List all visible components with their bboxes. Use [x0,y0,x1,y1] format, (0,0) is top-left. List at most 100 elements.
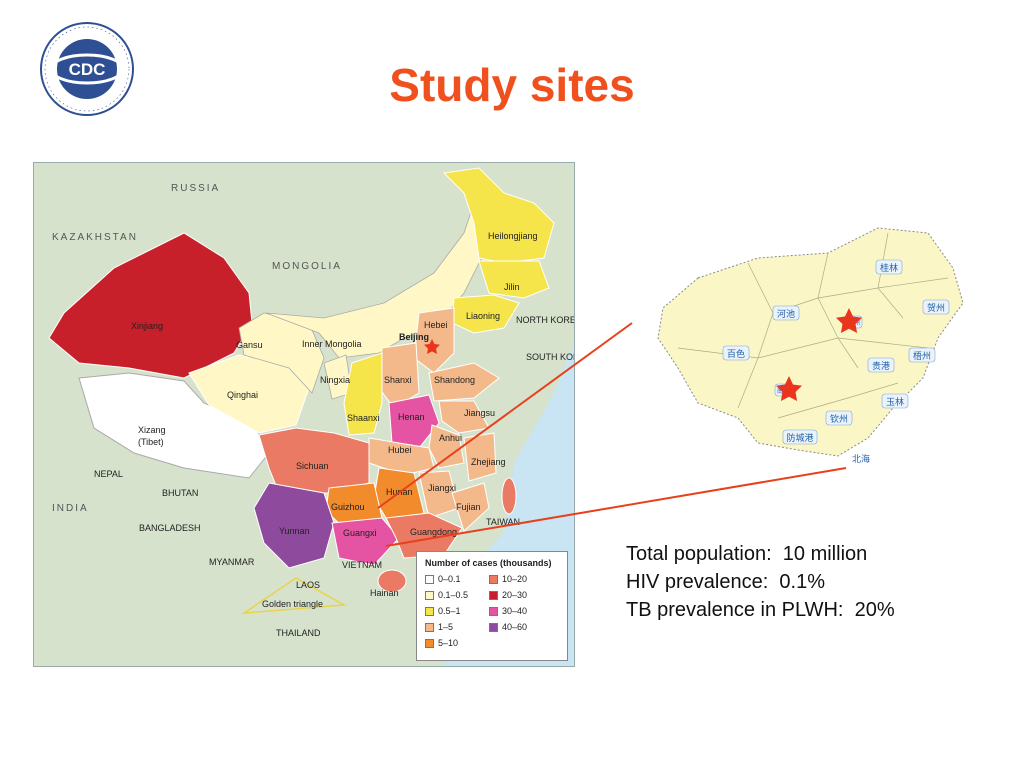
label-shaanxi: Shaanxi [347,413,380,423]
label-ningxia: Ningxia [320,375,350,385]
city-guigang: 贵港 [872,360,890,371]
label-liaoning: Liaoning [466,311,500,321]
region-hainan [377,569,407,593]
label-mongolia: MONGOLIA [272,261,342,272]
label-guizhou: Guizhou [331,502,365,512]
label-thailand: THAILAND [276,628,321,638]
legend-swatch [425,622,434,632]
label-beijing: Beijing [399,332,429,342]
guangxi-city-labels: 桂林 河池 贺州 柳州 百色 梧州 贵港 南宁 玉林 钦州 防城港 北海 [722,259,950,464]
region-heilongjiang [442,167,555,264]
legend-swatch [425,638,434,648]
label-hubei: Hubei [388,445,412,455]
star-nanning-icon [776,376,802,401]
region-sichuan [258,427,370,494]
legend-item: 0.5–1 [425,606,461,616]
legend-swatch [425,590,434,600]
legend-label: 0.1–0.5 [438,590,469,600]
legend-swatch [425,606,434,616]
label-heilongjiang: Heilongjiang [488,231,538,241]
label-guangdong: Guangdong [410,527,457,537]
legend-item: 5–10 [425,638,458,648]
china-hiv-map: RUSSIA KAZAKHSTAN MONGOLIA NORTH KOREA S… [33,162,575,667]
legend-label: 30–40 [502,606,528,616]
label-myanmar: MYANMAR [209,557,255,567]
city-beihai: 北海 [852,453,870,464]
label-laos: LAOS [296,580,320,590]
label-guangxi: Guangxi [343,528,377,538]
guangxi-map: 桂林 河池 贺州 柳州 百色 梧州 贵港 南宁 玉林 钦州 防城港 北海 [657,227,964,464]
city-hezhou: 贺州 [927,302,945,313]
study-site-stats: Total population: 10 million HIV prevale… [626,540,895,624]
label-anhui: Anhui [439,433,462,443]
label-qinghai: Qinghai [227,390,258,400]
city-fangchenggang: 防城港 [786,432,813,443]
label-sichuan: Sichuan [296,461,329,471]
label-inner-mongolia: Inner Mongolia [302,339,362,349]
golden-triangle-outline [241,577,347,614]
stat-total-population: Total population: 10 million [626,543,868,565]
legend-swatch [489,606,498,616]
legend-item: 10–20 [489,574,527,584]
legend-swatch [489,590,498,600]
legend-label: 1–5 [438,622,454,632]
label-india: INDIA [52,503,89,514]
city-hechi: 河池 [777,308,795,319]
label-bangladesh: BANGLADESH [139,523,201,533]
legend-label: 5–10 [438,638,459,648]
label-xizang-sub: (Tibet) [138,437,164,447]
label-vietnam: VIETNAM [342,560,382,570]
region-taiwan [501,477,517,515]
slide-title: Study sites [389,59,635,111]
label-shandong: Shandong [434,375,475,385]
legend-item: 30–40 [489,606,527,616]
legend-item: 40–60 [489,622,527,632]
label-north-korea: NORTH KOREA [516,315,574,325]
region-guangxi [331,517,400,566]
label-bhutan: BHUTAN [162,488,198,498]
label-jiangsu: Jiangsu [464,408,495,418]
city-baise: 百色 [727,348,745,359]
legend-label: 40–60 [502,622,528,632]
label-south-korea: SOUTH KOREA [526,352,574,362]
label-golden-triangle: Golden triangle [262,599,323,609]
label-gansu: Gansu [236,340,263,350]
label-jiangxi: Jiangxi [428,483,456,493]
cdc-logo: CDC [38,20,136,118]
label-henan: Henan [398,412,425,422]
label-hainan: Hainan [370,588,399,598]
star-liuzhou-icon [836,308,862,333]
region-qinghai [188,354,310,434]
legend-item: 0–0.1 [425,574,461,584]
city-wuzhou: 梧州 [913,350,931,361]
label-shanxi: Shanxi [384,375,412,385]
city-guilin: 桂林 [880,262,898,273]
legend-label: 20–30 [502,590,528,600]
label-taiwan: TAIWAN [486,517,520,527]
legend-item: 20–30 [489,590,527,600]
legend-item: 0.1–0.5 [425,590,468,600]
stat-hiv-prevalence: HIV prevalence: 0.1% [626,571,825,593]
label-yunnan: Yunnan [279,526,310,536]
label-xinjiang: Xinjiang [131,321,163,331]
stat-tb-prevalence: TB prevalence in PLWH: 20% [626,599,895,621]
label-hebei: Hebei [424,320,448,330]
legend-swatch [489,622,498,632]
region-yunnan [253,482,335,569]
legend-label: 0.5–1 [438,606,461,616]
label-fujian: Fujian [456,502,481,512]
label-kazakhstan: KAZAKHSTAN [52,232,138,243]
legend-swatch [489,574,498,584]
logo-text: CDC [69,60,106,79]
legend-title: Number of cases (thousands) [425,558,552,568]
city-qinzhou: 钦州 [830,413,848,424]
legend-item: 1–5 [425,622,453,632]
region-jilin [478,260,550,299]
label-xizang: Xizang [138,425,166,435]
legend-label: 0–0.1 [438,574,461,584]
label-jilin: Jilin [504,282,520,292]
label-russia: RUSSIA [171,183,220,194]
legend-swatch [425,574,434,584]
legend-label: 10–20 [502,574,528,584]
city-yulin: 玉林 [886,396,904,407]
